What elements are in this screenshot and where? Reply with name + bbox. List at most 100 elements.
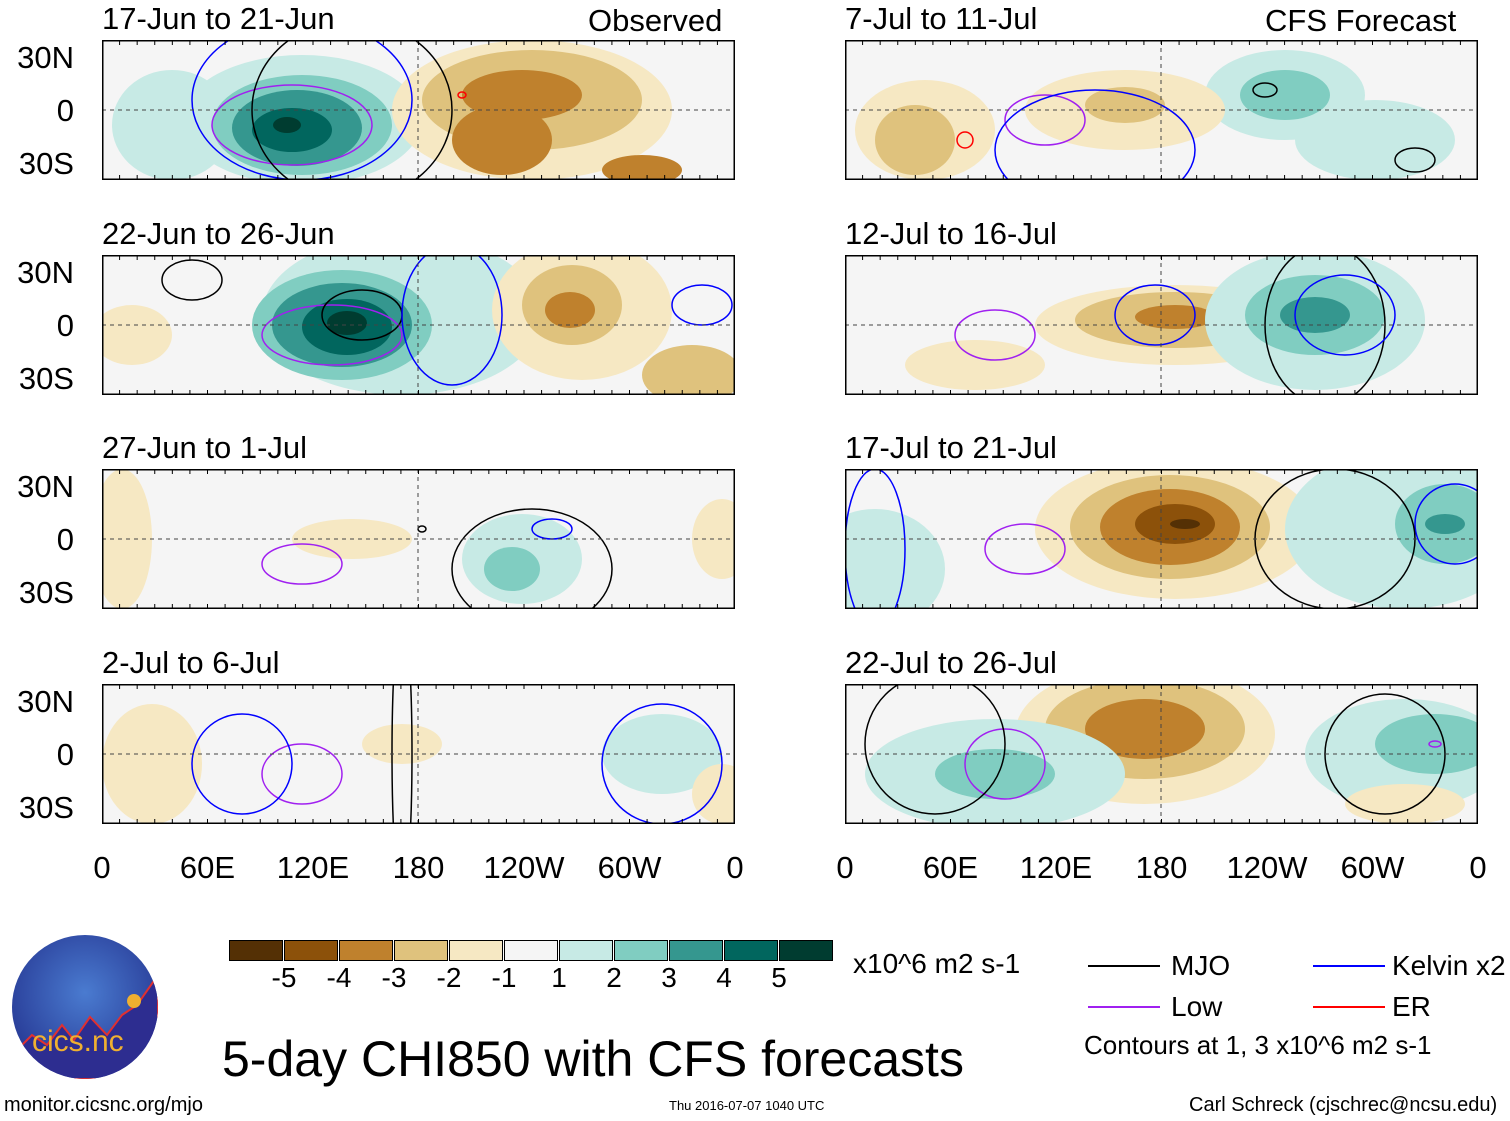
- longitude-label: 60W: [597, 850, 662, 885]
- map-panel: [845, 40, 1478, 180]
- anomaly-shading: [545, 292, 595, 328]
- anomaly-shading: [845, 509, 945, 609]
- anomaly-shading: [362, 724, 442, 764]
- legend-kelvin-label: Kelvin x2: [1392, 950, 1506, 981]
- panel-title: 27-Jun to 1-Jul: [102, 430, 308, 465]
- colorbar-label: 3: [661, 962, 677, 993]
- map-panel: [102, 40, 735, 180]
- anomaly-shading: [273, 117, 301, 133]
- colorbar-swatch: [339, 940, 393, 961]
- colorbar-swatch: [614, 940, 668, 961]
- anomaly-shading: [1345, 784, 1465, 824]
- map-panel: [102, 469, 735, 609]
- anomaly-shading: [452, 105, 552, 175]
- wave-contour: [956, 131, 974, 149]
- colorbar-label: 2: [606, 962, 622, 993]
- wave-contour: [1114, 284, 1196, 346]
- legend-er-line: [1313, 1006, 1385, 1008]
- anomaly-shading: [602, 155, 682, 180]
- wave-contour: [451, 508, 613, 609]
- longitude-label: 180: [1135, 850, 1188, 885]
- colorbar-swatch: [229, 940, 283, 961]
- colorbar-label: -5: [271, 962, 297, 993]
- latitude-label: 0: [56, 308, 74, 343]
- map-panel: [102, 684, 735, 824]
- colorbar-swatch: [394, 940, 448, 961]
- colorbar-swatch: [504, 940, 558, 961]
- longitude-label: 0: [726, 850, 744, 885]
- forecast-column-label: CFS Forecast: [1265, 3, 1457, 38]
- wave-contour: [211, 84, 373, 166]
- latitude-label: 30S: [18, 575, 74, 610]
- longitude-label: 0: [1469, 850, 1487, 885]
- wave-contour: [1414, 483, 1478, 565]
- anomaly-shading: [642, 345, 735, 395]
- longitude-label: 60E: [179, 850, 236, 885]
- legend-er-label: ER: [1392, 991, 1431, 1022]
- wave-contour: [1004, 94, 1086, 146]
- figure-title: 5-day CHI850 with CFS forecasts: [222, 1031, 964, 1087]
- wave-contour: [964, 728, 1046, 800]
- footer-credit: Carl Schreck (cjschrec@ncsu.edu): [1189, 1094, 1498, 1116]
- wave-contour: [954, 309, 1036, 361]
- map-panel: [845, 684, 1478, 824]
- panel-title: 2-Jul to 6-Jul: [102, 645, 280, 680]
- colorbar-label: -3: [381, 962, 407, 993]
- anomaly-shading: [484, 547, 540, 591]
- wave-contour: [845, 469, 906, 609]
- colorbar-swatch: [779, 940, 833, 961]
- footer-timestamp: Thu 2016-07-07 1040 UTC: [669, 1098, 825, 1113]
- contours-note: Contours at 1, 3 x10^6 m2 s-1: [1084, 1030, 1432, 1060]
- longitude-label: 60E: [922, 850, 979, 885]
- colorbar-units: x10^6 m2 s-1: [853, 948, 1021, 979]
- panel-title: 22-Jun to 26-Jun: [102, 216, 335, 251]
- anomaly-shading: [905, 340, 1045, 390]
- colorbar-swatch: [559, 940, 613, 961]
- colorbar-swatch: [449, 940, 503, 961]
- latitude-label: 30N: [17, 40, 74, 75]
- observed-column-label: Observed: [588, 3, 723, 38]
- colorbar-swatch: [284, 940, 338, 961]
- map-panel: [845, 469, 1478, 609]
- longitude-label: 60W: [1340, 850, 1405, 885]
- wave-contour: [191, 40, 413, 180]
- latitude-label: 0: [56, 93, 74, 128]
- legend-mjo-label: MJO: [1171, 950, 1231, 981]
- map-panel: [845, 255, 1478, 395]
- wave-contour: [457, 91, 467, 99]
- wave-contour: [1428, 740, 1442, 748]
- footer-url[interactable]: monitor.cicsnc.org/mjo: [4, 1094, 203, 1116]
- wave-contour: [161, 259, 223, 301]
- longitude-label: 120E: [1019, 850, 1093, 885]
- colorbar-swatch: [669, 940, 723, 961]
- longitude-label: 120W: [1226, 850, 1308, 885]
- mountain-icon: [12, 973, 158, 1079]
- panel-title: 7-Jul to 11-Jul: [845, 1, 1038, 36]
- colorbar-label: 4: [716, 962, 732, 993]
- legend-low-line: [1088, 1006, 1160, 1008]
- longitude-label: 120E: [276, 850, 350, 885]
- anomaly-shading: [102, 704, 202, 824]
- panel-title: 22-Jul to 26-Jul: [845, 645, 1057, 680]
- wave-contour: [191, 713, 293, 815]
- wave-contour: [261, 543, 343, 585]
- anomaly-shading: [1085, 699, 1205, 759]
- logo-text: cics.nc: [32, 1025, 124, 1058]
- latitude-label: 30S: [18, 146, 74, 181]
- colorbar-label: -4: [326, 962, 352, 993]
- anomaly-shading: [1375, 714, 1478, 774]
- panel-title: 17-Jun to 21-Jun: [102, 1, 335, 36]
- colorbar-label: 1: [551, 962, 567, 993]
- anomaly-shading: [935, 749, 1055, 799]
- colorbar-label: -1: [491, 962, 517, 993]
- colorbar-label: -2: [436, 962, 462, 993]
- map-panel: [102, 255, 735, 395]
- anomaly-shading: [1240, 70, 1330, 120]
- longitude-label: 120W: [483, 850, 565, 885]
- anomaly-shading: [1280, 297, 1350, 333]
- wave-contour: [1294, 274, 1396, 356]
- latitude-label: 0: [56, 522, 74, 557]
- longitude-label: 0: [93, 850, 111, 885]
- wave-contour: [1252, 82, 1278, 98]
- anomaly-shading: [1170, 519, 1200, 529]
